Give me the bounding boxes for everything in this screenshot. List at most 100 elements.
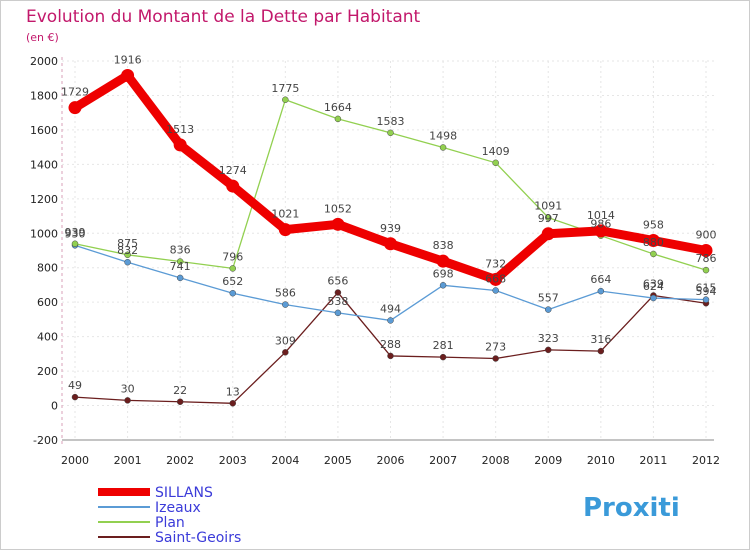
data-label: 30 [121, 382, 135, 395]
data-label: 1583 [377, 115, 405, 128]
x-tick-label: 2001 [114, 454, 142, 467]
data-point [541, 227, 555, 241]
data-point [545, 306, 552, 313]
data-point [334, 309, 342, 317]
legend-label: Izeaux [155, 500, 201, 516]
data-point [387, 317, 394, 324]
y-tick-label: 1600 [30, 124, 58, 137]
data-label: 656 [327, 275, 348, 288]
data-label: 594 [696, 285, 717, 298]
legend-label: SILLANS [155, 485, 213, 501]
x-tick-label: 2003 [219, 454, 247, 467]
data-label: 323 [538, 332, 559, 345]
data-label: 1091 [534, 200, 562, 213]
y-tick-label: 1200 [30, 193, 58, 206]
data-label: 1409 [482, 145, 510, 158]
data-label: 1916 [114, 53, 142, 66]
x-tick-label: 2011 [639, 454, 667, 467]
data-label: 939 [65, 226, 86, 239]
data-point [121, 68, 135, 82]
data-label: 732 [485, 257, 506, 270]
data-point [176, 398, 184, 406]
data-label: 586 [275, 287, 296, 300]
data-label: 1729 [61, 86, 89, 99]
data-point [650, 250, 657, 258]
data-label: 309 [275, 334, 296, 347]
y-tick-label: 200 [37, 365, 58, 378]
data-label: 997 [538, 212, 559, 225]
y-tick-label: 1400 [30, 158, 58, 171]
data-point [545, 346, 552, 354]
chart-subtitle: (en €) [26, 31, 59, 44]
data-point [282, 301, 289, 308]
data-label: 930 [65, 227, 86, 240]
data-point [278, 223, 292, 237]
x-tick-label: 2004 [271, 454, 299, 467]
data-label: 958 [643, 219, 664, 232]
data-point [594, 224, 608, 238]
data-point [597, 287, 605, 295]
data-point [173, 138, 187, 152]
data-point [331, 217, 345, 231]
y-tick-label: 1800 [30, 89, 58, 102]
watermark-text: Proxiti [583, 493, 680, 523]
data-point [124, 397, 131, 404]
y-tick-label: -200 [33, 434, 58, 447]
data-point [384, 237, 397, 251]
data-label: 741 [170, 260, 191, 273]
data-label: 939 [380, 222, 401, 235]
data-point [229, 265, 236, 272]
data-label: 273 [485, 341, 506, 354]
data-label: 615 [696, 282, 717, 295]
data-point [597, 347, 605, 355]
data-point [702, 266, 710, 274]
data-point [334, 115, 342, 123]
data-point [71, 393, 79, 401]
data-label: 986 [590, 218, 611, 231]
data-label: 652 [222, 275, 243, 288]
data-label: 900 [696, 229, 717, 242]
data-label: 494 [380, 302, 401, 315]
data-label: 698 [433, 267, 454, 280]
data-label: 1052 [324, 202, 352, 215]
data-label: 1274 [219, 164, 247, 177]
watermark-logo: Proxiti [583, 493, 680, 523]
data-label: 639 [643, 277, 664, 290]
data-label: 836 [170, 244, 191, 257]
data-label: 1775 [271, 82, 299, 95]
data-label: 832 [117, 244, 138, 257]
data-label: 880 [643, 236, 664, 249]
data-point [387, 352, 394, 360]
data-point [334, 289, 342, 296]
data-label: 1498 [429, 129, 457, 142]
data-label: 1664 [324, 101, 352, 114]
data-point [229, 289, 236, 297]
data-labels: 49 30 22 13 309 656 288 281 273 323 316 639 594 930 83… [61, 53, 717, 398]
data-point [439, 144, 447, 151]
x-tick-label: 2008 [482, 454, 510, 467]
data-point [650, 294, 657, 302]
data-point [646, 234, 660, 248]
data-point [439, 282, 447, 289]
data-label: 1014 [587, 209, 615, 222]
data-label: 557 [538, 292, 559, 305]
y-tick-label: 600 [37, 296, 58, 309]
legend-label: Plan [155, 515, 185, 531]
data-point [492, 287, 499, 294]
data-point [124, 251, 131, 259]
data-point [282, 96, 289, 104]
data-label: 796 [222, 250, 243, 263]
data-point [176, 258, 184, 265]
data-point [702, 296, 710, 303]
chart-title: Evolution du Montant de la Dette par Hab… [26, 7, 421, 27]
y-tick-label: 0 [51, 400, 58, 413]
y-tick-label: 1000 [30, 227, 58, 240]
axes: -200 0 200 400 600 800 1000 1200 1400 1600 1800 200… [30, 55, 720, 467]
x-tick-label: 2010 [587, 454, 615, 467]
y-tick-label: 2000 [30, 55, 58, 68]
data-point [439, 353, 447, 361]
x-tick-label: 2006 [377, 454, 405, 467]
